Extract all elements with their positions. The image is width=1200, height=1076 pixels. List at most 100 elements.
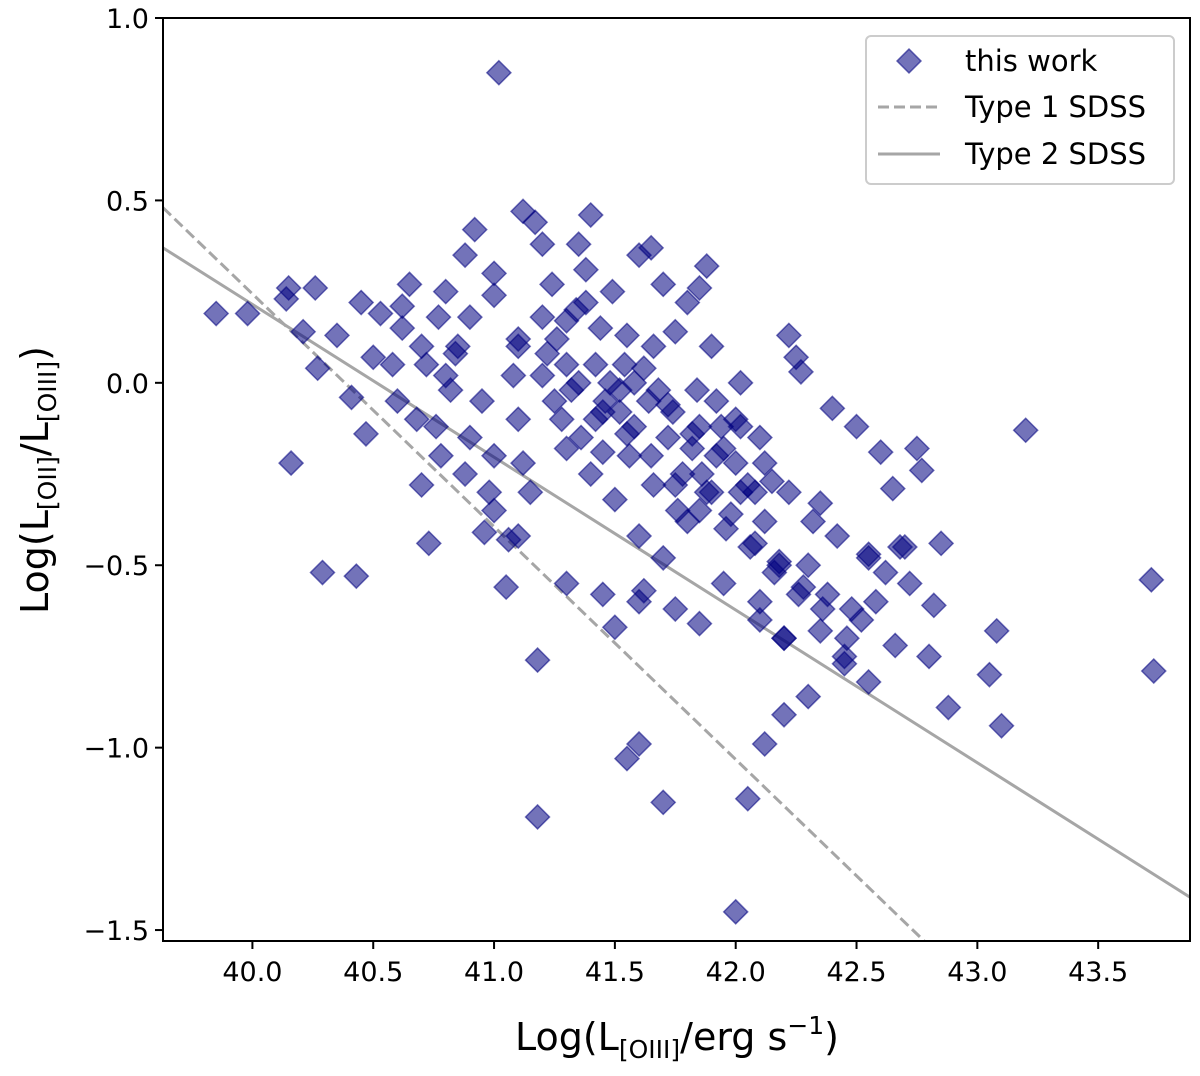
data-point [379, 351, 406, 378]
legend-box [865, 35, 1175, 185]
plot-frame [162, 17, 1191, 942]
data-point [819, 395, 846, 422]
data-point [509, 450, 537, 477]
data-point [879, 475, 906, 502]
data-point [751, 450, 778, 477]
x-label-pre: Log(L [515, 1015, 619, 1059]
y-tick-label: −1.5 [83, 916, 149, 947]
data-point [1012, 417, 1039, 444]
data-point [703, 442, 730, 469]
data-point [403, 406, 430, 433]
data-point [476, 479, 503, 506]
data-point [538, 271, 566, 298]
x-axis-ticks: 40.0 40.5 41.0 41.5 42.0 42.5 43.0 43.5 [222, 941, 1128, 988]
data-points [203, 59, 1167, 925]
data-point [601, 614, 628, 641]
data-point [831, 643, 858, 670]
data-point [775, 479, 802, 506]
data-point [1140, 657, 1167, 685]
data-point [524, 647, 551, 674]
data-point [758, 468, 786, 495]
type1-sdss-line [163, 206, 926, 941]
data-point [683, 377, 711, 404]
data-point [599, 278, 626, 305]
data-point [621, 413, 648, 440]
data-point [611, 351, 638, 378]
data-point [352, 420, 380, 447]
data-point [727, 369, 754, 396]
data-point [983, 617, 1010, 644]
data-point [601, 486, 628, 513]
data-point [565, 369, 592, 396]
data-point [654, 424, 682, 451]
data-point [493, 574, 520, 601]
data-point [679, 435, 706, 462]
data-point [988, 712, 1015, 739]
data-point [589, 581, 616, 608]
data-point [360, 344, 387, 371]
data-point [693, 479, 720, 506]
data-point [703, 388, 730, 415]
data-point [480, 282, 508, 309]
x-tick-label: 41.0 [464, 957, 524, 988]
x-tick-label: 42.0 [706, 957, 766, 988]
y-axis-ticks: −1.5 −1.0 −0.5 0.0 0.5 1.0 [83, 4, 163, 947]
y-tick-label: 0.0 [106, 369, 149, 400]
data-point [770, 701, 798, 728]
data-point [572, 289, 599, 316]
data-point [862, 588, 889, 615]
data-point [408, 333, 435, 360]
y-label-close: ) [13, 346, 57, 361]
legend-diamond-icon [895, 47, 923, 75]
data-point [529, 304, 556, 331]
data-point [234, 300, 261, 327]
data-point [903, 435, 930, 462]
x-tick-label: 43.0 [947, 957, 1007, 988]
data-point [787, 358, 815, 385]
data-point [824, 522, 851, 550]
data-point [746, 606, 773, 634]
data-point [304, 355, 331, 382]
data-point [872, 559, 899, 586]
y-label-pre: Log(L [13, 510, 57, 614]
data-point [461, 216, 488, 243]
data-point [517, 479, 544, 506]
data-point [920, 592, 947, 619]
data-point [891, 533, 918, 561]
data-point [567, 424, 595, 451]
data-point [630, 355, 657, 382]
data-point [278, 450, 305, 477]
data-point [814, 581, 841, 608]
y-tick-label: 1.0 [106, 4, 149, 35]
type2-sdss-line [163, 246, 1190, 899]
data-point [686, 274, 713, 302]
data-point [582, 351, 609, 378]
data-point [589, 439, 616, 466]
data-point [807, 490, 834, 517]
data-point [444, 333, 471, 360]
data-point [413, 351, 440, 378]
data-point [480, 260, 508, 287]
data-point [541, 388, 568, 415]
data-point [708, 413, 735, 440]
data-point [524, 803, 551, 831]
data-point [343, 563, 370, 590]
data-point [582, 406, 609, 433]
data-point [650, 271, 677, 298]
data-point [577, 460, 604, 488]
data-point [686, 610, 713, 637]
data-point [790, 574, 817, 601]
legend: this work Type 1 SDSS Type 2 SDSS [865, 35, 1175, 185]
data-point [662, 318, 689, 345]
data-point [456, 304, 483, 331]
legend-label-type1: Type 1 SDSS [964, 90, 1146, 124]
data-point [505, 406, 532, 433]
data-point [625, 588, 653, 615]
data-point [915, 643, 943, 670]
data-point [451, 242, 479, 269]
data-point [669, 460, 696, 488]
data-point [613, 745, 641, 772]
data-point [348, 289, 375, 316]
data-point [290, 318, 317, 345]
x-tick-label: 40.5 [343, 957, 403, 988]
